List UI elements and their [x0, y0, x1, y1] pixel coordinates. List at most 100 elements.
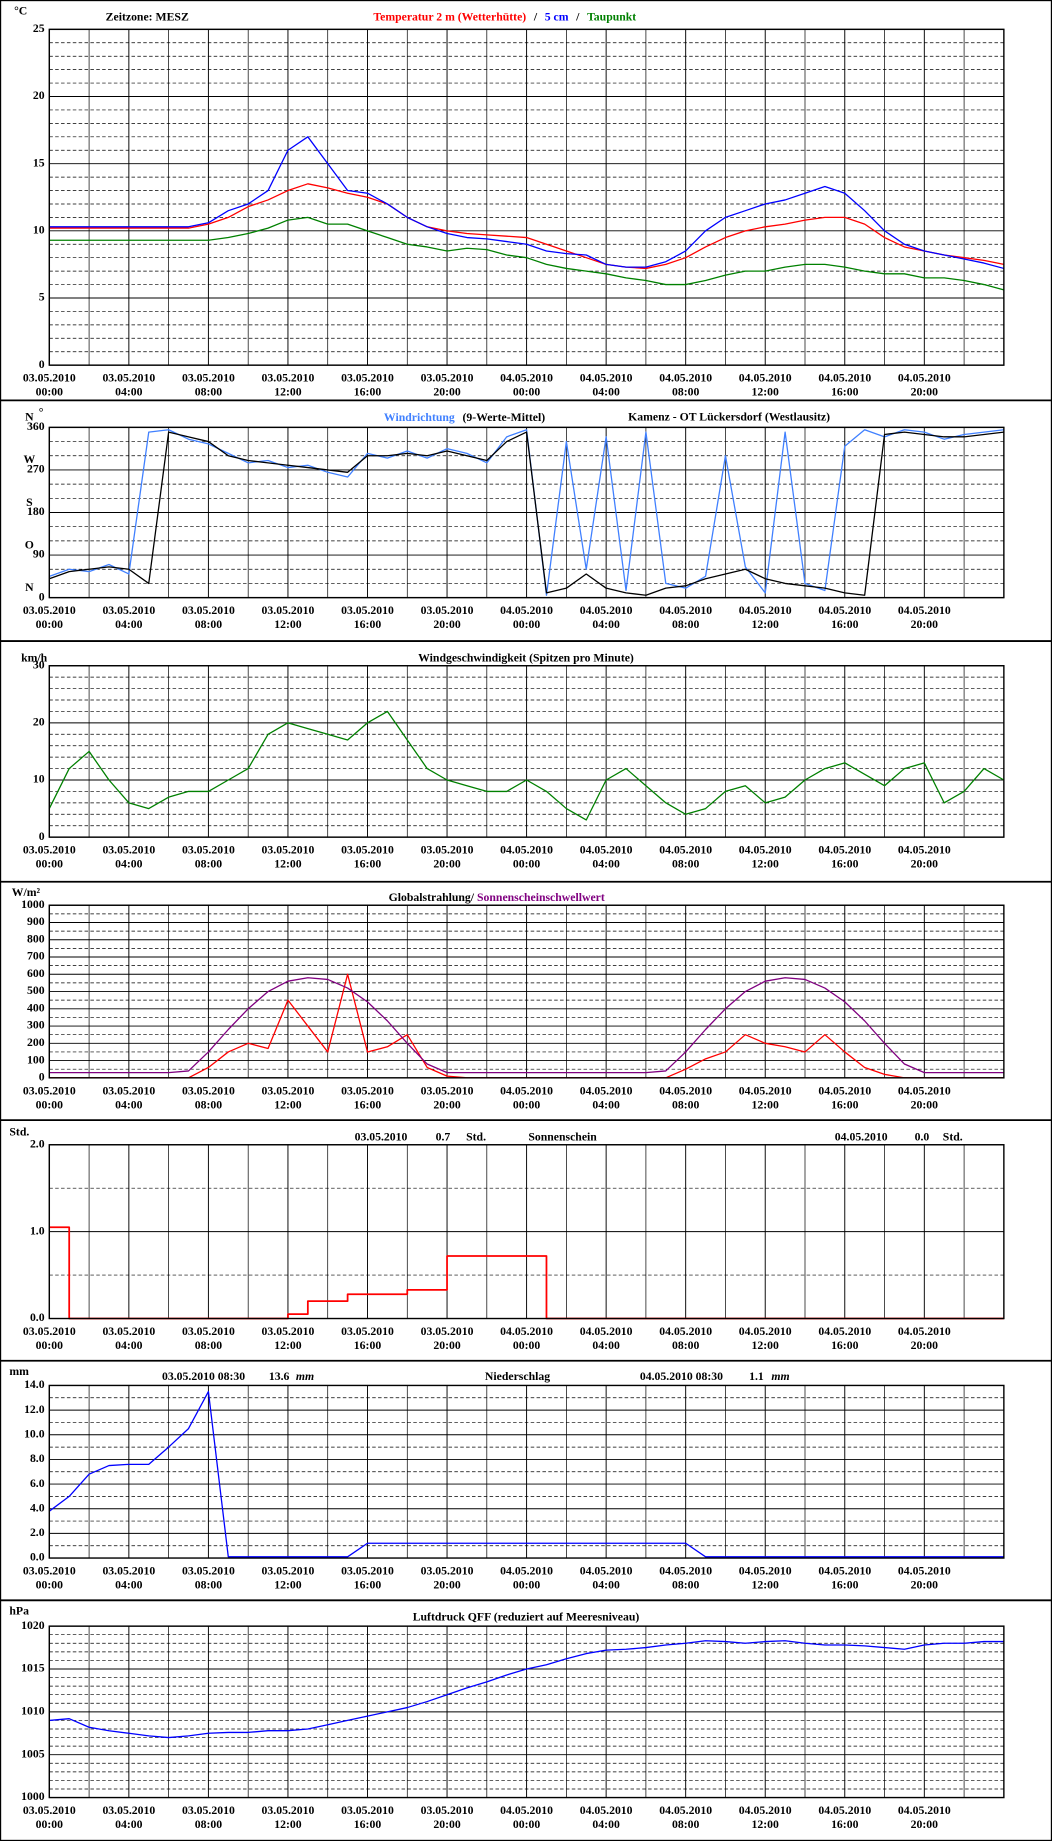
x-tick-label: 04.05.2010 04:00 — [579, 1565, 633, 1593]
x-tick: 03.05.2010 16:00 — [341, 1805, 394, 1832]
x-tick: 04.05.2010 00:00 — [500, 1805, 553, 1832]
x-tick-label: 03.05.2010 16:00 — [341, 372, 394, 400]
x-tick: 03.05.2010 12:00 — [262, 372, 315, 399]
total-date: 04.05.2010 08:30 — [640, 1370, 723, 1383]
x-tick: 04.05.2010 20:00 — [898, 1565, 951, 1592]
x-tick-label: 04.05.2010 08:00 — [659, 844, 713, 872]
compass-label: N — [25, 411, 34, 424]
y-axis-unit: km/h — [21, 651, 48, 664]
x-tick-label: 03.05.2010 08:00 — [181, 844, 235, 872]
y-tick-label: 800 — [27, 932, 45, 945]
x-tick-label: 04.05.2010 12:00 — [738, 604, 792, 632]
x-tick-label: 03.05.2010 16:00 — [341, 1325, 394, 1353]
x-tick-label: 03.05.2010 12:00 — [261, 1565, 315, 1593]
x-tick-label: 04.05.2010 12:00 — [738, 372, 792, 400]
y-tick-label: 20 — [33, 716, 45, 729]
x-tick-label: 03.05.2010 04:00 — [102, 1084, 156, 1112]
y-axis-unit: W/m² — [12, 886, 41, 899]
x-tick: 03.05.2010 04:00 — [102, 372, 155, 399]
x-tick: 04.05.2010 20:00 — [898, 372, 951, 399]
x-tick-label: 04.05.2010 16:00 — [818, 604, 872, 632]
y-tick-label: 0 — [39, 358, 45, 371]
y-tick-label: 2.0 — [30, 1137, 45, 1150]
x-tick-label: 04.05.2010 12:00 — [738, 1804, 792, 1832]
x-tick: 04.05.2010 12:00 — [739, 1565, 792, 1592]
station-name: Kamenz - OT Lückersdorf (Westlausitz) — [628, 411, 830, 424]
total-unit: Std. — [466, 1130, 486, 1143]
x-tick-label: 04.05.2010 20:00 — [897, 844, 951, 872]
y-tick-label: 500 — [27, 984, 45, 997]
x-tick: 04.05.2010 00:00 — [500, 372, 553, 399]
x-tick: 03.05.2010 08:00 — [181, 844, 235, 872]
y-tick-label: 1000 — [21, 1790, 45, 1803]
y-tick-label: 400 — [27, 1001, 45, 1014]
y-tick-label: 0 — [39, 830, 45, 843]
x-tick: 04.05.2010 00:00 — [500, 1085, 553, 1112]
x-tick-label: 04.05.2010 08:00 — [659, 1084, 713, 1112]
x-tick: 03.05.2010 16:00 — [341, 372, 394, 400]
x-tick: 03.05.2010 08:00 — [182, 1565, 235, 1592]
x-tick-label: 04.05.2010 08:00 — [659, 1804, 713, 1832]
x-tick: 03.05.2010 00:00 — [22, 1084, 76, 1112]
x-tick-label: 03.05.2010 20:00 — [420, 372, 474, 400]
legend: Windrichtung (9-Werte-Mittel) — [384, 411, 545, 424]
x-tick-label: 04.05.2010 04:00 — [579, 604, 633, 632]
x-tick: 04.05.2010 08:00 — [659, 372, 712, 399]
x-tick-label: 03.05.2010 04:00 — [102, 1565, 156, 1593]
x-tick: 03.05.2010 16:00 — [341, 1565, 394, 1593]
x-tick-label: 03.05.2010 00:00 — [22, 1084, 76, 1112]
x-tick: 04.05.2010 20:00 — [898, 605, 951, 632]
data-line — [48, 710, 1005, 821]
x-tick-label: 04.05.2010 12:00 — [738, 1084, 792, 1112]
x-tick-label: 03.05.2010 04:00 — [102, 604, 156, 632]
y-tick-label: 360 — [27, 420, 45, 433]
x-tick: 03.05.2010 12:00 — [261, 1565, 315, 1593]
x-tick: 04.05.2010 04:00 — [579, 604, 633, 632]
x-tick: 03.05.2010 20:00 — [421, 1805, 474, 1832]
x-tick: 03.05.2010 20:00 — [421, 1085, 474, 1112]
x-tick: 04.05.2010 16:00 — [818, 1326, 871, 1353]
y-tick-label: 12.0 — [24, 1403, 45, 1416]
x-tick-label: 04.05.2010 00:00 — [500, 1565, 554, 1593]
x-tick-label: 04.05.2010 08:00 — [659, 604, 713, 632]
x-tick: 04.05.2010 04:00 — [580, 844, 633, 871]
y-tick-label: 100 — [27, 1053, 45, 1066]
x-tick: 04.05.2010 04:00 — [579, 1565, 633, 1593]
y-tick-label: 6.0 — [30, 1477, 45, 1490]
x-tick: 03.05.2010 04:00 — [102, 844, 155, 871]
data-line — [49, 216, 1005, 291]
x-tick: 04.05.2010 08:00 — [659, 1084, 713, 1112]
x-tick-label: 03.05.2010 16:00 — [341, 1565, 394, 1593]
x-tick: 03.05.2010 12:00 — [262, 1326, 315, 1353]
x-tick-label: 04.05.2010 16:00 — [818, 1804, 872, 1832]
y-tick-label: 700 — [27, 950, 45, 963]
x-tick-label: 04.05.2010 04:00 — [579, 1325, 633, 1353]
x-tick-label: 03.05.2010 08:00 — [181, 372, 235, 400]
x-tick: 04.05.2010 04:00 — [580, 1805, 633, 1832]
x-tick-label: 03.05.2010 00:00 — [22, 604, 76, 632]
legend-entry: Temperatur 2 m (Wetterhütte) — [373, 10, 526, 23]
x-tick: 04.05.2010 00:00 — [500, 1565, 554, 1593]
legend-entry: Windrichtung — [384, 411, 455, 424]
data-line — [49, 977, 1004, 1074]
y-axis-unit: Std. — [9, 1126, 29, 1139]
x-tick: 03.05.2010 12:00 — [262, 844, 315, 871]
y-tick-label: 600 — [27, 967, 45, 980]
y-tick-label: 10.0 — [24, 1427, 45, 1440]
x-tick: 03.05.2010 20:00 — [420, 372, 474, 400]
x-tick-label: 04.05.2010 04:00 — [579, 1084, 633, 1112]
x-tick-label: 04.05.2010 00:00 — [500, 1325, 554, 1353]
y-tick-label: 270 — [27, 463, 45, 476]
y-tick-label: 10 — [33, 773, 45, 786]
x-tick-label: 03.05.2010 16:00 — [341, 604, 394, 632]
y-axis-unit: °C — [14, 4, 27, 17]
y-tick-label: 300 — [27, 1019, 45, 1032]
y-tick-label: 1020 — [21, 1619, 45, 1632]
x-tick-label: 03.05.2010 08:00 — [181, 1084, 235, 1112]
plot-frame — [48, 426, 1005, 599]
x-tick-label: 03.05.2010 12:00 — [261, 1084, 315, 1112]
x-tick: 03.05.2010 16:00 — [341, 604, 394, 632]
x-tick: 04.05.2010 20:00 — [898, 1085, 951, 1112]
legend-entry: 5 cm — [545, 10, 569, 23]
